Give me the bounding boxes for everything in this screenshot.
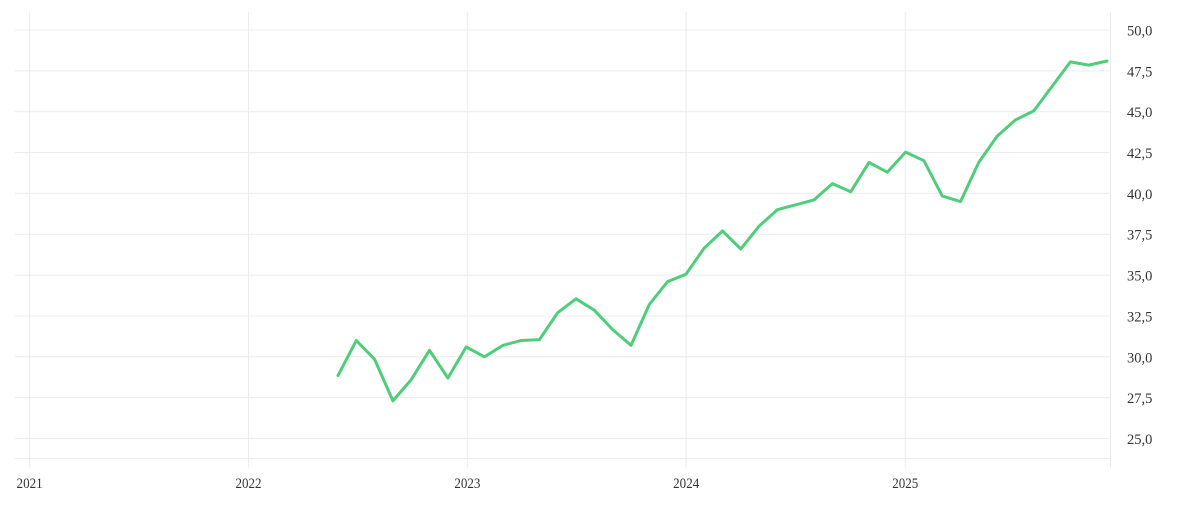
svg-text:27,5: 27,5 — [1127, 391, 1152, 407]
svg-text:47,5: 47,5 — [1127, 64, 1152, 80]
svg-text:42,5: 42,5 — [1127, 146, 1152, 162]
svg-text:25,0: 25,0 — [1127, 432, 1152, 448]
svg-text:30,0: 30,0 — [1127, 350, 1152, 366]
svg-text:2021: 2021 — [17, 475, 43, 492]
svg-text:45,0: 45,0 — [1127, 105, 1152, 121]
svg-text:35,0: 35,0 — [1127, 268, 1152, 284]
svg-text:40,0: 40,0 — [1127, 187, 1152, 203]
svg-text:37,5: 37,5 — [1127, 228, 1152, 244]
svg-text:2023: 2023 — [454, 475, 480, 492]
svg-text:2024: 2024 — [673, 475, 699, 492]
svg-text:2025: 2025 — [892, 475, 918, 492]
svg-text:50,0: 50,0 — [1127, 23, 1152, 39]
svg-text:32,5: 32,5 — [1127, 309, 1152, 325]
svg-text:2022: 2022 — [235, 475, 261, 492]
